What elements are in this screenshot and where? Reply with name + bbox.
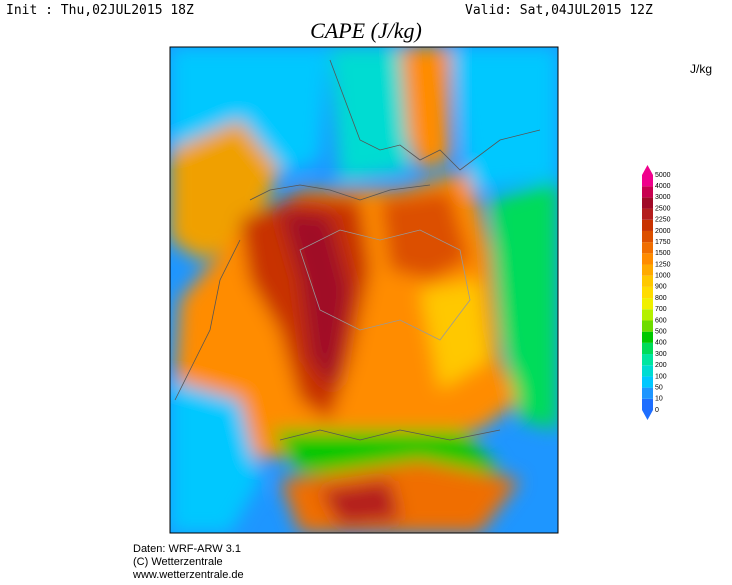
colorbar-band (642, 331, 653, 343)
init-time: Init : Thu,02JUL2015 18Z (6, 3, 194, 18)
colorbar-label: 600 (655, 317, 667, 324)
footer-line: Daten: WRF-ARW 3.1 (133, 543, 241, 555)
colorbar-label: 50 (655, 384, 663, 391)
colorbar-label: 1750 (655, 239, 671, 246)
colorbar-label: 2000 (655, 228, 671, 235)
map-frame (169, 46, 559, 534)
colorbar-band (642, 242, 653, 254)
colorbar-label: 900 (655, 284, 667, 291)
colorbar-label: 2250 (655, 217, 671, 224)
colorbar-band (642, 186, 653, 198)
footer-line: (C) Wetterzentrale (133, 556, 223, 568)
colorbar: 0 10 50 100 200 300 400 500 600 700 800 900 1000 1250… (642, 165, 671, 420)
colorbar-unit: J/kg (690, 62, 713, 76)
colorbar-over (642, 165, 653, 175)
colorbar-band (642, 286, 653, 299)
colorbar-band (642, 354, 653, 366)
colorbar-label: 200 (655, 362, 667, 369)
valid-time: Valid: Sat,04JUL2015 12Z (465, 3, 653, 18)
colorbar-label: 300 (655, 351, 667, 358)
colorbar-band (642, 208, 653, 220)
colorbar-label: 2500 (655, 205, 671, 212)
colorbar-label: 100 (655, 373, 667, 380)
colorbar-label: 700 (655, 306, 667, 313)
colorbar-label: 5000 (655, 172, 671, 179)
colorbar-under (642, 410, 653, 420)
footer-line: www.wetterzentrale.de (133, 569, 244, 581)
colorbar-band (642, 376, 653, 388)
colorbar-band (642, 275, 653, 287)
colorbar-band (642, 365, 653, 377)
colorbar-band (642, 309, 653, 321)
colorbar-label: 500 (655, 329, 667, 336)
colorbar-band (642, 175, 653, 187)
colorbar-label: 1250 (655, 261, 671, 268)
colorbar-band (642, 197, 653, 209)
colorbar-band (642, 264, 653, 276)
colorbar-band (642, 230, 653, 243)
colorbar-label: 1500 (655, 250, 671, 257)
colorbar-label: 10 (655, 396, 663, 403)
colorbar-label: 400 (655, 340, 667, 347)
colorbar-label: 800 (655, 295, 667, 302)
colorbar-band (642, 219, 653, 231)
cape-field (170, 47, 558, 533)
colorbar-band (642, 398, 653, 410)
colorbar-band (642, 387, 653, 399)
colorbar-label: 0 (655, 407, 659, 414)
colorbar-label: 4000 (655, 183, 671, 190)
colorbar-band (642, 342, 653, 355)
colorbar-band (642, 253, 653, 265)
colorbar-band (642, 320, 653, 332)
colorbar-band (642, 298, 653, 310)
colorbar-label: 1000 (655, 273, 671, 280)
map-title: CAPE (J/kg) (310, 18, 422, 43)
coastlines (174, 59, 541, 441)
colorbar-label: 3000 (655, 194, 671, 201)
